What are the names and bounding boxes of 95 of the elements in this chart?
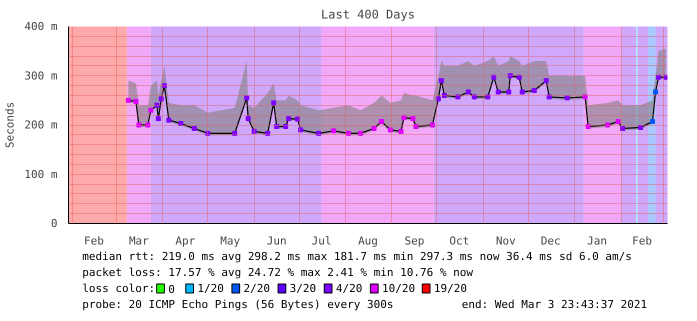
point — [346, 130, 352, 136]
point — [496, 90, 501, 95]
x-tick-label: Feb — [632, 234, 652, 248]
x-tick-label: Feb — [84, 234, 104, 248]
x-tick-label: Jun — [266, 234, 287, 248]
x-tick-label: Jul — [312, 234, 332, 248]
point — [166, 118, 172, 123]
point — [156, 116, 161, 122]
point — [358, 130, 364, 136]
point — [605, 122, 610, 128]
x-tick-label: Mar — [128, 234, 150, 248]
point — [413, 124, 418, 129]
point — [398, 128, 404, 134]
point — [546, 94, 552, 100]
point — [286, 116, 292, 122]
legend-label: 19/20 — [434, 282, 467, 295]
point — [442, 92, 447, 98]
point — [653, 90, 658, 95]
x-tick-label: Sep — [404, 234, 424, 248]
x-tick-label: Dec — [540, 234, 561, 248]
x-tick-label: Aug — [358, 234, 378, 248]
y-tick-label: 0 — [50, 217, 58, 230]
y-tick-label: 100 m — [24, 168, 58, 181]
point — [430, 122, 435, 128]
point — [472, 94, 477, 100]
point — [136, 122, 142, 128]
point — [148, 108, 154, 113]
point — [371, 126, 376, 131]
point — [271, 100, 276, 106]
point — [491, 74, 496, 80]
point — [436, 96, 441, 102]
x-tick-label: Apr — [175, 234, 196, 248]
text: loss color: — [82, 282, 156, 295]
y-tick-label: 200 m — [24, 118, 58, 132]
point — [656, 74, 662, 80]
point — [205, 130, 210, 136]
point — [401, 115, 406, 120]
point — [638, 124, 644, 130]
point — [244, 95, 250, 100]
x-tick-label: Oct — [449, 234, 470, 248]
point — [508, 73, 513, 78]
point — [158, 96, 164, 102]
point — [616, 119, 621, 124]
x-tick-label: May — [220, 234, 241, 248]
y-tick-label: 400 m — [24, 20, 58, 33]
point — [650, 119, 656, 124]
point — [265, 130, 270, 136]
chart-title: Last 400 Days — [321, 8, 415, 22]
point — [620, 126, 626, 131]
point — [283, 124, 288, 129]
point — [295, 116, 300, 122]
point — [178, 121, 184, 126]
x-tick-label: Nov — [496, 234, 516, 248]
point — [232, 130, 238, 136]
point — [410, 116, 416, 122]
legend-label: 0 — [168, 283, 175, 296]
point — [564, 95, 570, 100]
legend-label: 4/20 — [336, 282, 362, 295]
point — [126, 98, 131, 103]
point — [162, 83, 167, 88]
point — [506, 90, 512, 95]
point — [133, 98, 138, 104]
point — [520, 90, 525, 95]
point — [316, 130, 322, 136]
text: packet loss: 17.57 % avg 24.72 % max 2.41 % min 10.76 % now — [82, 266, 474, 279]
point — [485, 94, 490, 100]
point — [298, 127, 304, 132]
point — [438, 78, 444, 84]
legend-label: 2/20 — [244, 282, 270, 295]
text: probe: 20 ICMP Echo Pings (56 Bytes) every 300s — [82, 298, 394, 311]
point — [664, 74, 668, 80]
point — [516, 74, 522, 80]
legend-label: 3/20 — [290, 282, 316, 295]
point — [544, 78, 549, 84]
point — [145, 122, 150, 128]
point — [331, 128, 336, 134]
legend-label: 1/20 — [197, 282, 224, 295]
x-tick-label: Jan — [587, 234, 608, 248]
point — [582, 94, 588, 100]
point — [586, 124, 591, 129]
text: end: Wed Mar 3 23:43:37 2021 — [462, 298, 648, 311]
y-tick-label: 300 m — [24, 69, 58, 82]
legend-label: 10/20 — [382, 282, 416, 295]
point — [455, 94, 460, 100]
point — [246, 116, 251, 122]
point — [466, 90, 471, 95]
point — [532, 88, 537, 94]
text: median rtt: 219.0 ms avg 298.2 ms max 181.7 ms min 297.3 ms now 36.4 ms sd 6.0 am/s — [82, 250, 632, 263]
point — [274, 124, 280, 129]
point — [154, 102, 160, 108]
y-axis-title: Seconds — [3, 102, 16, 148]
point — [252, 128, 257, 134]
point — [378, 119, 384, 124]
point — [388, 127, 393, 132]
point — [192, 126, 197, 131]
